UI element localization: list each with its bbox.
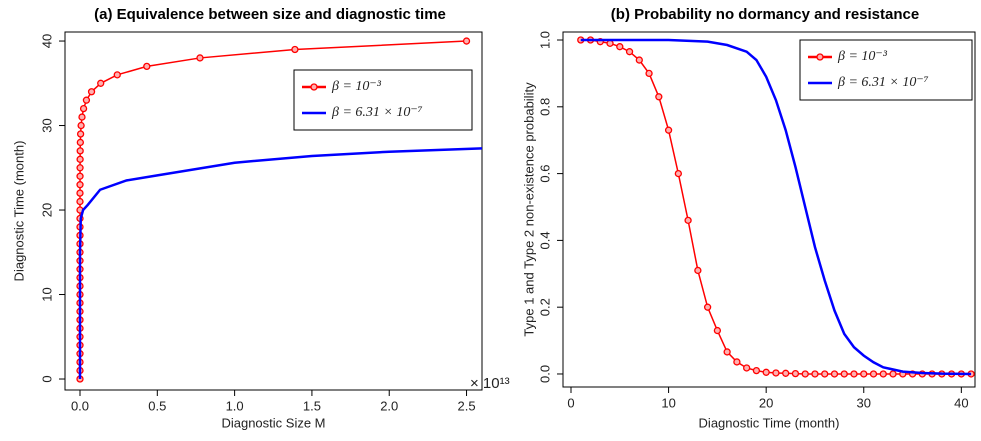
- y-axis-label: Diagnostic Time (month): [11, 141, 26, 282]
- x-tick-label: 0: [567, 395, 574, 410]
- data-point: [811, 370, 819, 378]
- x-tick-label: 0.0: [71, 398, 89, 413]
- data-point: [889, 370, 897, 378]
- x-tick-label: 20: [759, 395, 773, 410]
- data-point: [113, 71, 121, 79]
- data-point: [76, 181, 84, 189]
- data-point: [762, 368, 770, 376]
- x-tick-label: 1.5: [303, 398, 321, 413]
- data-point: [76, 155, 84, 163]
- x-tick-label: 1.0: [226, 398, 244, 413]
- data-point: [76, 164, 84, 172]
- data-point: [76, 147, 84, 155]
- data-point: [743, 364, 751, 372]
- data-point: [821, 370, 829, 378]
- series-line: [580, 38, 972, 376]
- data-point: [143, 62, 151, 71]
- data-point: [635, 56, 643, 64]
- data-point: [733, 358, 741, 366]
- x-axis-label: Diagnostic Size M: [221, 415, 325, 430]
- data-point: [79, 104, 88, 113]
- data-point: [752, 366, 761, 375]
- x-axis-label: Diagnostic Time (month): [699, 415, 840, 430]
- data-point: [625, 48, 634, 56]
- legend-marker: [310, 83, 318, 91]
- legend-label: β = 6.31 × 10⁻⁷: [837, 75, 929, 90]
- data-point: [645, 69, 653, 78]
- legend-box: [799, 39, 973, 101]
- data-point: [76, 172, 84, 180]
- data-point: [97, 79, 105, 87]
- data-point: [87, 88, 96, 96]
- legend-label: β = 6.31 × 10⁻⁷: [331, 105, 423, 120]
- data-point: [462, 37, 471, 45]
- data-point: [78, 113, 86, 121]
- data-point: [684, 216, 692, 225]
- data-point: [82, 96, 91, 104]
- data-point: [694, 266, 702, 275]
- data-point: [76, 197, 84, 206]
- x-axis-multiplier: × 10¹³: [470, 375, 510, 392]
- data-point: [291, 45, 299, 54]
- y-tick-label: 20: [39, 203, 54, 217]
- data-point: [76, 130, 85, 138]
- data-point: [869, 370, 878, 378]
- chart-title: (b) Probability no dormancy and resistan…: [611, 6, 919, 23]
- x-tick-label: 2.0: [380, 398, 398, 413]
- y-tick-label: 10: [39, 287, 54, 301]
- y-axis-label: Type 1 and Type 2 non-existence probabil…: [521, 82, 536, 337]
- data-point: [879, 370, 887, 378]
- data-point: [196, 54, 204, 62]
- y-tick-label: 0.4: [537, 231, 552, 249]
- data-point: [772, 369, 780, 377]
- data-point: [840, 370, 848, 378]
- y-tick-label: 0.0: [537, 365, 552, 383]
- data-point: [782, 369, 790, 377]
- legend-marker: [816, 53, 824, 61]
- data-point: [860, 370, 868, 378]
- plot-frame: [562, 31, 976, 388]
- y-tick-label: 30: [39, 118, 54, 132]
- y-tick-label: 0: [39, 375, 54, 382]
- data-point: [674, 169, 682, 178]
- data-point: [850, 370, 858, 378]
- x-tick-label: 2.5: [457, 398, 475, 413]
- y-tick-label: 40: [39, 34, 54, 48]
- x-tick-label: 40: [954, 395, 968, 410]
- data-point: [713, 326, 722, 335]
- data-point: [791, 369, 800, 378]
- data-point: [801, 370, 809, 378]
- data-point: [616, 43, 624, 51]
- series-line: [78, 147, 483, 380]
- data-point: [830, 370, 839, 378]
- legend-label: β = 10⁻³: [331, 79, 382, 94]
- chart-title: (a) Equivalence between size and diagnos…: [94, 6, 446, 23]
- y-tick-label: 0.8: [537, 98, 552, 116]
- y-tick-label: 0.6: [537, 165, 552, 183]
- data-point: [655, 93, 663, 101]
- data-point: [77, 121, 85, 130]
- y-tick-label: 1.0: [537, 31, 552, 49]
- data-point: [664, 126, 673, 134]
- x-tick-label: 10: [661, 395, 675, 410]
- x-tick-label: 30: [857, 395, 871, 410]
- data-point: [723, 348, 731, 356]
- data-point: [76, 189, 84, 197]
- data-point: [703, 303, 712, 311]
- plot-frame: [64, 31, 483, 391]
- y-tick-label: 0.2: [537, 298, 552, 316]
- data-point: [76, 138, 84, 147]
- legend-label: β = 10⁻³: [837, 49, 888, 64]
- legend-box: [293, 69, 473, 131]
- x-tick-label: 0.5: [148, 398, 166, 413]
